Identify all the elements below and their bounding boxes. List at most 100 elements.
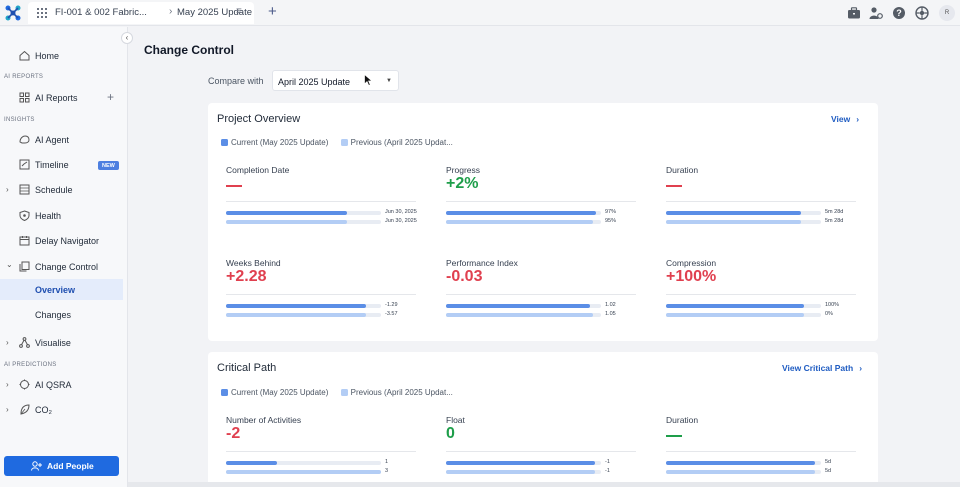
breadcrumb-project[interactable]: FI-001 & 002 Fabric... <box>55 7 147 18</box>
agent-icon <box>19 135 30 144</box>
chevron-right-icon[interactable]: › <box>6 380 9 389</box>
metric-divider <box>446 451 636 452</box>
bar-value: -3.57 <box>385 311 398 317</box>
no-change-dash <box>666 184 682 187</box>
new-badge: NEW <box>98 161 119 170</box>
bar-fill <box>226 461 277 465</box>
breadcrumb-update[interactable]: May 2025 Update <box>177 7 252 18</box>
metric-value: 0 <box>446 425 455 442</box>
metric-performance-index: Performance Index -0.03 1.02 1.05 <box>446 258 640 318</box>
bar-current: Jun 30, 2025 <box>226 209 420 216</box>
bar-previous: 95% <box>446 218 640 225</box>
add-people-label: Add People <box>47 461 94 471</box>
app-logo-icon[interactable] <box>5 5 21 21</box>
section-insights: INSIGHTS <box>4 117 35 123</box>
bar-track <box>666 461 821 465</box>
schedule-icon <box>19 184 30 195</box>
bar-fill <box>226 470 381 474</box>
bar-value: -1 <box>605 468 610 474</box>
avatar[interactable]: R <box>939 5 955 21</box>
bar-value: Jun 30, 2025 <box>385 218 417 224</box>
documents-icon <box>19 261 30 272</box>
sidebar-item-schedule[interactable]: › Schedule <box>0 180 127 200</box>
page-title: Change Control <box>144 43 234 57</box>
metric-value <box>666 175 682 193</box>
metric-value: +2.28 <box>226 268 267 285</box>
sidebar-item-changes[interactable]: Changes <box>0 305 127 325</box>
metric-number-of-activities: Number of Activities -2 1 3 <box>226 415 420 475</box>
sidebar-item-visualise[interactable]: › Visualise <box>0 333 127 353</box>
network-icon <box>19 337 30 348</box>
chevron-down-icon[interactable]: ⌄ <box>6 260 13 269</box>
bar-previous: 0% <box>666 311 860 318</box>
metric-divider <box>666 451 856 452</box>
legend-previous: Previous (April 2025 Updat... <box>340 388 453 397</box>
bar-value: 95% <box>605 218 617 224</box>
sidebar-item-health[interactable]: Health <box>0 206 127 226</box>
bar-value: -1.29 <box>385 302 398 308</box>
ai-qsra-icon <box>19 379 30 390</box>
sidebar-item-label: AI Reports <box>35 93 78 103</box>
metric-label: Progress <box>446 165 481 175</box>
metric-label: Compression <box>666 258 717 268</box>
breadcrumb-separator: › <box>169 6 173 17</box>
user-gear-icon[interactable] <box>869 6 883 20</box>
view-critical-path-link[interactable]: View Critical Path › <box>782 363 862 373</box>
sidebar-item-label: Home <box>35 51 60 61</box>
compare-select-value: April 2025 Update <box>278 77 351 87</box>
briefcase-icon[interactable] <box>847 6 861 20</box>
sidebar-item-ai-agent[interactable]: AI Agent <box>0 130 127 150</box>
add-people-button[interactable]: Add People <box>4 456 119 476</box>
bar-track <box>446 304 601 308</box>
add-report-button[interactable]: + <box>107 90 115 104</box>
shield-icon <box>19 210 30 221</box>
bar-fill <box>226 211 347 215</box>
view-project-overview-link[interactable]: View › <box>831 114 859 124</box>
globe-icon[interactable] <box>915 6 929 20</box>
metric-value <box>666 425 682 443</box>
project-tab[interactable]: FI-001 & 002 Fabric... › May 2025 Update… <box>28 2 254 24</box>
chevron-right-icon[interactable]: › <box>6 338 9 347</box>
section-ai-predictions: AI PREDICTIONS <box>4 362 57 368</box>
metric-divider <box>666 201 856 202</box>
metric-divider <box>226 294 416 295</box>
legend-swatch <box>221 139 228 146</box>
home-icon <box>19 50 30 61</box>
metric-value: -2 <box>226 425 241 442</box>
bar-value: 3 <box>385 468 389 474</box>
bar-fill <box>446 313 593 317</box>
compare-select[interactable]: April 2025 Update ▼ <box>272 70 399 91</box>
project-overview-card: Project Overview View › Current (May 2025… <box>208 103 878 341</box>
tab-menu-icon[interactable]: ≡ <box>236 6 242 17</box>
leaf-icon <box>20 404 30 415</box>
sidebar-item-timeline[interactable]: Timeline NEW <box>0 155 127 175</box>
metric-label: Weeks Behind <box>226 258 281 268</box>
bar-track <box>226 211 381 215</box>
legend-label: Current (May 2025 Update) <box>231 388 329 397</box>
bar-track <box>446 461 601 465</box>
bar-fill <box>666 313 804 317</box>
collapse-sidebar-button[interactable]: ‹ <box>121 32 133 44</box>
sidebar-item-co2[interactable]: › CO₂ <box>0 400 127 420</box>
card-title: Project Overview <box>217 113 301 125</box>
top-bar: FI-001 & 002 Fabric... › May 2025 Update… <box>0 0 960 26</box>
bar-fill <box>446 461 595 465</box>
bar-value: 5d <box>825 468 832 474</box>
metric-divider <box>446 201 636 202</box>
card-title: Critical Path <box>217 362 277 374</box>
sidebar-item-ai-reports[interactable]: AI Reports + <box>0 88 127 108</box>
help-icon[interactable]: ? <box>892 6 906 20</box>
bar-fill <box>446 220 593 224</box>
sidebar-item-overview[interactable]: Overview <box>0 279 123 300</box>
bar-track <box>226 470 381 474</box>
sidebar-item-delay-navigator[interactable]: Delay Navigator <box>0 231 127 251</box>
bar-current: 97% <box>446 209 640 216</box>
bar-value: Jun 30, 2025 <box>385 209 417 215</box>
chevron-right-icon[interactable]: › <box>6 185 9 194</box>
chevron-right-icon[interactable]: › <box>6 405 9 414</box>
sidebar-item-change-control[interactable]: ⌄ Change Control <box>0 257 127 277</box>
sidebar-item-home[interactable]: Home <box>0 46 127 66</box>
bar-fill <box>666 211 801 215</box>
sidebar-item-ai-qsra[interactable]: › AI QSRA <box>0 375 127 395</box>
new-tab-button[interactable]: + <box>268 3 277 20</box>
